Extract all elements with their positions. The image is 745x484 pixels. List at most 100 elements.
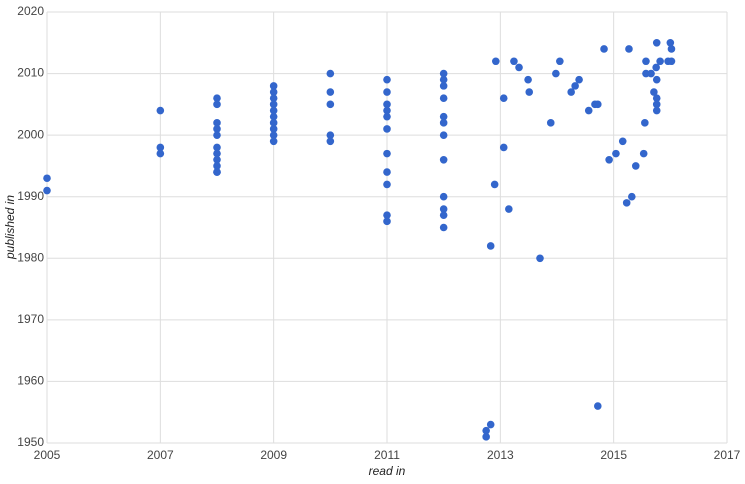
- point: [439, 223, 448, 232]
- y-tick-label: 1970: [17, 312, 44, 326]
- point: [213, 100, 221, 109]
- point: [43, 186, 51, 195]
- y-tick-label: 2010: [17, 66, 44, 80]
- y-tick-label: 1960: [17, 374, 44, 388]
- point: [326, 100, 335, 109]
- point: [625, 45, 633, 53]
- point: [213, 94, 221, 102]
- point: [383, 168, 391, 176]
- point: [269, 106, 278, 115]
- y-tick-label: 2000: [17, 127, 44, 141]
- point: [269, 94, 278, 102]
- point: [156, 149, 165, 158]
- point: [546, 119, 555, 127]
- point: [269, 82, 278, 90]
- point: [584, 106, 593, 115]
- point: [439, 75, 448, 84]
- point: [600, 45, 608, 53]
- point: [515, 63, 523, 72]
- point: [652, 100, 661, 109]
- point: [567, 88, 575, 96]
- point: [326, 137, 335, 146]
- point: [631, 162, 640, 170]
- point: [612, 149, 620, 158]
- point: [642, 57, 650, 66]
- point: [499, 94, 508, 102]
- point: [556, 57, 564, 66]
- y-tick-label: 1950: [17, 435, 44, 449]
- point: [505, 205, 513, 213]
- point: [269, 112, 278, 121]
- point: [667, 57, 676, 66]
- point: [213, 155, 221, 164]
- point: [213, 143, 221, 152]
- point: [383, 112, 391, 121]
- point: [439, 69, 448, 78]
- point: [269, 88, 278, 96]
- point: [383, 106, 391, 115]
- x-tick-label: 2015: [600, 448, 627, 462]
- point: [383, 211, 391, 219]
- point: [213, 149, 221, 158]
- point: [213, 125, 221, 133]
- point: [652, 63, 660, 72]
- point: [213, 162, 221, 170]
- point: [439, 119, 448, 127]
- point: [552, 69, 560, 78]
- x-tick-label: 2007: [147, 448, 174, 462]
- y-tick-label: 2020: [17, 4, 44, 18]
- point: [482, 433, 490, 441]
- point: [605, 155, 613, 164]
- point: [326, 88, 335, 96]
- point: [213, 131, 221, 139]
- point: [639, 149, 648, 158]
- point: [594, 402, 602, 410]
- point: [486, 420, 495, 429]
- point: [383, 180, 391, 189]
- point: [647, 69, 655, 78]
- point: [326, 69, 335, 78]
- point: [652, 94, 661, 102]
- point: [622, 199, 631, 207]
- point: [652, 106, 661, 115]
- point: [439, 211, 448, 219]
- x-axis-label: read in: [369, 464, 406, 478]
- point: [536, 254, 544, 263]
- point: [499, 143, 508, 152]
- point: [43, 174, 51, 183]
- x-tick-label: 2011: [374, 448, 400, 462]
- point: [628, 192, 636, 201]
- point: [269, 100, 278, 109]
- point: [490, 180, 499, 189]
- point: [486, 242, 495, 250]
- point: [269, 131, 278, 139]
- point: [524, 75, 532, 84]
- point: [269, 119, 278, 127]
- point: [383, 88, 391, 96]
- point: [383, 75, 391, 84]
- point: [492, 57, 500, 66]
- point: [269, 137, 278, 146]
- point: [383, 100, 391, 109]
- y-axis-label: published in: [3, 195, 17, 260]
- point: [439, 94, 448, 102]
- point: [383, 217, 391, 226]
- point: [383, 149, 391, 158]
- x-tick-label: 2009: [260, 448, 287, 462]
- point: [213, 168, 221, 176]
- point: [156, 106, 165, 115]
- point: [666, 38, 675, 47]
- y-tick-label: 1990: [17, 189, 44, 203]
- point: [439, 131, 448, 139]
- point: [156, 143, 165, 152]
- point: [510, 57, 518, 66]
- point: [439, 205, 448, 213]
- point: [326, 131, 335, 139]
- point: [641, 119, 649, 127]
- point: [618, 137, 627, 146]
- x-tick-label: 2017: [714, 448, 741, 462]
- point: [667, 45, 676, 53]
- point: [652, 38, 661, 47]
- point: [525, 88, 534, 96]
